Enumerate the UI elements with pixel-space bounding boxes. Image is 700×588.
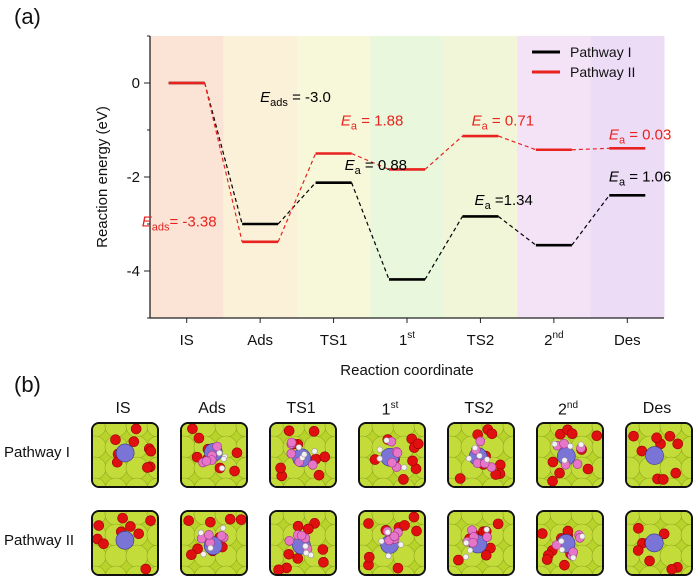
region-band bbox=[370, 36, 445, 318]
structure-image bbox=[91, 510, 159, 576]
energy-annotation: Ea = 0.88 bbox=[345, 157, 407, 177]
region-band bbox=[150, 36, 224, 318]
structure-image bbox=[358, 510, 426, 576]
structure-image bbox=[536, 510, 604, 576]
pathway-1-connector bbox=[351, 182, 390, 280]
energy-annotation: Eads = -3.0 bbox=[260, 89, 331, 109]
structure-image bbox=[180, 510, 248, 576]
structure-image bbox=[180, 422, 248, 488]
x-tick-label: TS1 bbox=[320, 332, 348, 349]
structure-column-title: Ads bbox=[198, 400, 226, 417]
x-tick-label: TS2 bbox=[467, 332, 495, 349]
structure-column-title: 1st bbox=[381, 400, 399, 419]
energy-annotation: Ea =1.34 bbox=[475, 192, 533, 212]
energy-annotation: Ea = 1.06 bbox=[609, 169, 671, 189]
region-band bbox=[443, 36, 518, 318]
structure-image bbox=[625, 422, 693, 488]
legend-label: Pathway I bbox=[570, 44, 631, 60]
region-band bbox=[517, 36, 592, 318]
energy-profile-chart: 0 -2 -4 IS Ads TS1 1st TS2 2nd Des Reaction energy… bbox=[94, 35, 671, 379]
structure-column-title: TS2 bbox=[464, 400, 494, 417]
pathway-2-connector bbox=[424, 135, 463, 170]
x-tick-label: Des bbox=[614, 332, 641, 349]
region-band bbox=[296, 36, 371, 318]
y-tick-label: -4 bbox=[127, 263, 140, 280]
energy-annotation: Ea = 1.88 bbox=[341, 112, 403, 132]
y-tick-label: -2 bbox=[127, 169, 140, 186]
structure-image bbox=[269, 510, 337, 576]
energy-annotation: Ea = 0.03 bbox=[609, 126, 671, 146]
pathway-1-connector bbox=[204, 82, 243, 225]
energy-annotation: Ea = 0.71 bbox=[472, 112, 534, 132]
panel-b-label: (b) bbox=[14, 372, 41, 397]
structure-row-label: Pathway II bbox=[4, 532, 75, 549]
pathway-1-connector bbox=[277, 182, 317, 225]
structure-image bbox=[536, 422, 604, 488]
structure-column-title: IS bbox=[115, 400, 131, 417]
structure-image bbox=[625, 510, 693, 576]
structure-image bbox=[447, 422, 515, 488]
structure-column-title: 2nd bbox=[557, 400, 579, 419]
panel-a-label: (a) bbox=[14, 4, 41, 29]
x-tick-label: 1st bbox=[399, 330, 415, 349]
structure-column-title: Des bbox=[642, 400, 672, 417]
x-tick-label: Ads bbox=[247, 332, 273, 349]
structure-image bbox=[91, 422, 159, 488]
y-axis-label: Reaction energy (eV) bbox=[94, 106, 111, 248]
structure-image bbox=[447, 510, 515, 576]
structure-row-label: Pathway I bbox=[4, 444, 70, 461]
x-tick-label: IS bbox=[180, 332, 194, 349]
pathway-1-connector bbox=[424, 216, 463, 280]
pathway-2-connector bbox=[277, 153, 317, 243]
pathway-2-connector bbox=[204, 82, 243, 242]
structure-column-title: TS1 bbox=[286, 400, 316, 417]
x-tick-label: 2nd bbox=[544, 330, 563, 349]
structure-image bbox=[358, 422, 426, 488]
x-axis-label: Reaction coordinate bbox=[340, 362, 473, 379]
structure-image bbox=[269, 422, 337, 488]
region-band bbox=[590, 36, 665, 318]
region-band bbox=[223, 36, 298, 318]
legend-label: Pathway II bbox=[570, 64, 635, 80]
pathway-1-connector bbox=[571, 194, 610, 246]
y-tick-label: 0 bbox=[132, 75, 140, 92]
energy-annotation: Eads= -3.38 bbox=[142, 213, 217, 233]
pathway-1-connector bbox=[498, 216, 537, 246]
pathway-2-connector bbox=[571, 147, 610, 151]
